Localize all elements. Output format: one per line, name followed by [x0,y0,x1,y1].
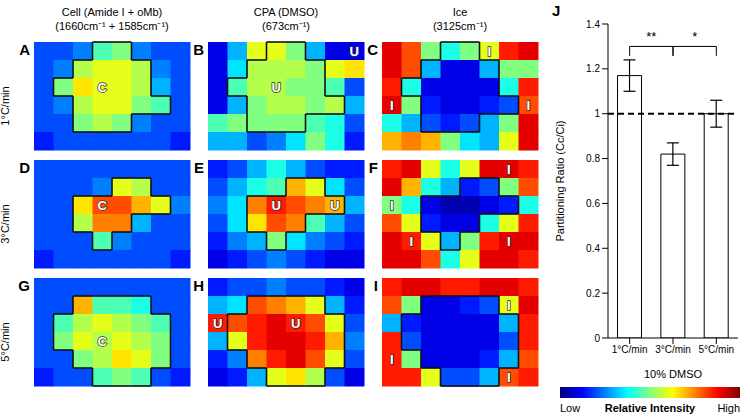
svg-text:1.2: 1.2 [586,63,600,74]
svg-text:10% DMSO: 10% DMSO [644,368,703,380]
svg-text:*: * [692,29,697,44]
svg-text:C: C [367,41,378,58]
svg-text:I: I [526,98,530,113]
svg-text:C: C [98,334,108,349]
svg-text:I: I [507,234,511,249]
svg-text:1: 1 [594,108,600,119]
svg-text:J: J [552,2,560,19]
svg-text:**: ** [646,29,656,44]
svg-text:0.6: 0.6 [586,198,600,209]
svg-text:U: U [213,316,222,331]
svg-text:U: U [350,44,359,59]
svg-text:3°C/min: 3°C/min [655,344,691,355]
svg-text:I: I [507,298,511,313]
svg-text:U: U [330,198,339,213]
svg-text:H: H [193,277,204,294]
svg-text:Ice: Ice [453,6,468,18]
svg-text:Low: Low [560,402,580,414]
svg-text:Relative Intensity: Relative Intensity [605,402,696,414]
svg-text:0.4: 0.4 [586,243,600,254]
svg-text:D: D [19,159,30,176]
svg-text:U: U [272,80,281,95]
svg-text:U: U [291,316,300,331]
svg-text:Partitioning Ratio (Cc/Ci): Partitioning Ratio (Cc/Ci) [554,120,566,241]
svg-text:1°C/min: 1°C/min [612,344,648,355]
svg-text:I: I [487,44,491,59]
svg-text:U: U [272,198,281,213]
svg-text:Cell (Amide I + oMb): Cell (Amide I + oMb) [62,6,163,18]
svg-text:I: I [390,98,394,113]
svg-text:A: A [19,41,30,58]
svg-text:I: I [390,198,394,213]
svg-text:5°C/min: 5°C/min [0,322,11,361]
svg-text:0.8: 0.8 [586,153,600,164]
svg-text:I: I [409,234,413,249]
svg-text:C: C [98,198,108,213]
svg-text:(3125cm⁻¹): (3125cm⁻¹) [433,20,487,32]
svg-text:(1660cm⁻¹ + 1585cm⁻¹): (1660cm⁻¹ + 1585cm⁻¹) [55,20,168,32]
svg-text:C: C [98,80,108,95]
svg-text:5°C/min: 5°C/min [698,344,734,355]
svg-text:3°C/min: 3°C/min [0,204,11,243]
svg-text:1°C/min: 1°C/min [0,86,11,125]
svg-text:E: E [194,159,204,176]
svg-text:CPA (DMSO): CPA (DMSO) [254,6,319,18]
svg-text:(673cm⁻¹): (673cm⁻¹) [262,20,310,32]
svg-text:G: G [18,277,30,294]
svg-text:I: I [507,162,511,177]
svg-text:F: F [369,159,378,176]
svg-text:0: 0 [594,333,600,344]
svg-text:I: I [374,277,378,294]
svg-text:B: B [193,41,204,58]
svg-text:High: High [717,402,740,414]
svg-text:I: I [507,370,511,385]
svg-text:1.4: 1.4 [586,19,600,30]
svg-text:0.2: 0.2 [586,288,600,299]
svg-text:I: I [390,352,394,367]
